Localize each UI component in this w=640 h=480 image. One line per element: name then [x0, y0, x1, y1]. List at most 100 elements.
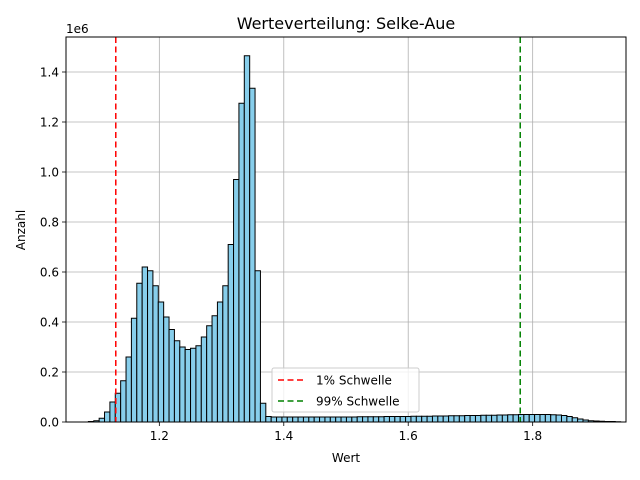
histogram-bar-26 [227, 244, 235, 423]
histogram-bar-65 [437, 415, 444, 423]
histogram-bar-6 [120, 380, 127, 423]
histogram-bar-2 [98, 417, 106, 423]
y-tick-label-1: 0.2 [40, 366, 59, 380]
histogram-bar-33 [265, 416, 272, 423]
y-tick-label-4: 0.8 [40, 216, 59, 230]
histogram-bar-60 [410, 415, 417, 423]
y-axis-label: Anzahl [14, 210, 28, 250]
histogram-bar-66 [442, 415, 450, 423]
histogram-bar-31 [254, 270, 261, 423]
histogram-bar-85 [544, 414, 552, 423]
histogram-bar-3 [104, 411, 111, 423]
plot-frame [65, 36, 627, 423]
histogram-bar-83 [534, 414, 541, 423]
histogram-bar-80 [517, 414, 525, 423]
legend-box [271, 367, 420, 413]
histogram-bar-7 [125, 356, 132, 423]
y-tick-label-7: 1.4 [40, 66, 59, 80]
legend: 1% Schwelle 99% Schwelle [271, 367, 420, 413]
histogram-bar-24 [216, 301, 224, 423]
x-tick-label-2: 1.6 [399, 429, 418, 443]
histogram-bar-90 [571, 417, 579, 423]
histogram-bar-64 [431, 415, 439, 423]
histogram-bar-29 [243, 55, 251, 423]
histogram-bar-89 [566, 416, 573, 423]
histogram-bar-27 [233, 179, 240, 423]
histogram-bar-68 [453, 415, 460, 423]
histogram-bar-84 [539, 414, 546, 423]
histogram-bar-39 [297, 416, 304, 423]
histogram-bar-12 [152, 285, 159, 423]
x-axis-label: Wert [332, 451, 360, 465]
histogram-bar-52 [367, 416, 374, 423]
histogram-bar-74 [485, 414, 493, 423]
histogram-bar-34 [270, 416, 278, 423]
histogram-bar-48 [345, 416, 353, 423]
histogram-bar-21 [200, 336, 208, 423]
histogram-bar-41 [308, 416, 315, 423]
histogram-bar-63 [426, 415, 433, 423]
histogram-bar-47 [340, 416, 347, 423]
histogram-bar-56 [388, 416, 396, 423]
y-tick-label-3: 0.6 [40, 266, 59, 280]
histogram-bar-19 [190, 347, 197, 423]
histogram-bar-78 [507, 414, 514, 423]
histogram-bar-37 [286, 416, 294, 423]
histogram-bar-45 [329, 416, 337, 423]
histogram-bar-42 [313, 416, 321, 423]
histogram-bar-51 [362, 416, 369, 423]
histogram-bar-18 [184, 349, 192, 423]
chart-title: Werteverteilung: Selke-Aue [237, 14, 456, 33]
histogram-bar-16 [173, 340, 181, 423]
histogram-bar-22 [206, 325, 213, 423]
histogram-bar-82 [528, 414, 536, 423]
histogram-bar-40 [302, 416, 310, 423]
histogram-bar-79 [512, 414, 519, 423]
histogram-bar-38 [292, 416, 299, 423]
histogram-bar-53 [372, 416, 380, 423]
y-axis-multiplier: 1e6 [66, 22, 89, 36]
histogram-bar-4 [109, 401, 116, 423]
histogram-bar-15 [168, 329, 175, 423]
histogram-bar-67 [448, 415, 455, 423]
y-axis-ticks: 0.0 0.2 0.4 0.6 0.8 1.0 1.2 1.4 [40, 66, 66, 430]
histogram-bars [87, 55, 622, 423]
y-tick-label-2: 0.4 [40, 316, 59, 330]
histogram-bar-62 [421, 415, 428, 423]
histogram-bar-70 [464, 415, 471, 423]
histogram-bar-59 [405, 416, 412, 423]
histogram-bar-87 [555, 414, 562, 423]
histogram-bar-30 [249, 87, 256, 423]
histogram-bar-61 [415, 415, 423, 423]
histogram-bar-54 [378, 416, 385, 423]
histogram-bar-25 [222, 285, 229, 423]
histogram-bar-8 [130, 317, 138, 423]
histogram-bar-10 [141, 266, 149, 423]
x-tick-label-3: 1.8 [523, 429, 542, 443]
y-tick-label-5: 1.0 [40, 166, 59, 180]
histogram-bar-69 [458, 415, 466, 423]
histogram-bar-28 [238, 102, 245, 423]
histogram-bar-20 [195, 345, 202, 423]
x-tick-label-0: 1.2 [150, 429, 169, 443]
histogram-bar-72 [474, 415, 482, 423]
histogram-bar-77 [501, 414, 509, 423]
histogram-bar-50 [356, 416, 364, 423]
histogram-bar-49 [351, 416, 358, 423]
histogram-bar-46 [335, 416, 342, 423]
legend-label-1pct: 1% Schwelle [316, 374, 392, 388]
histogram-bar-13 [157, 301, 165, 423]
histogram-bar-35 [276, 416, 283, 423]
histogram-bar-9 [136, 282, 143, 423]
histogram-bar-44 [324, 416, 331, 423]
histogram-bar-55 [383, 416, 390, 423]
histogram-bar-81 [523, 414, 530, 423]
histogram-bar-58 [399, 416, 407, 423]
histogram-bar-86 [550, 414, 557, 423]
histogram-bar-43 [319, 416, 326, 423]
histogram-bar-57 [394, 416, 401, 423]
histogram-bar-76 [496, 414, 503, 423]
histogram-bar-71 [469, 415, 476, 423]
legend-label-99pct: 99% Schwelle [316, 395, 400, 409]
